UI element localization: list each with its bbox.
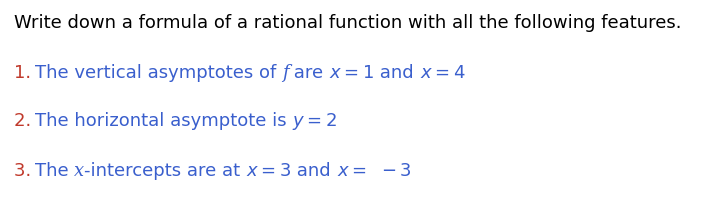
- Text: and: and: [374, 64, 420, 82]
- Text: The vertical asymptotes of: The vertical asymptotes of: [35, 64, 282, 82]
- Text: $x = 4$: $x = 4$: [420, 64, 465, 82]
- Text: $x = 3$: $x = 3$: [246, 162, 292, 180]
- Text: The horizontal asymptote is: The horizontal asymptote is: [35, 112, 292, 130]
- Text: -intercepts are at: -intercepts are at: [84, 162, 246, 180]
- Text: Write down a formula of a rational function with all the following features.: Write down a formula of a rational funct…: [14, 14, 681, 32]
- Text: ​f: ​f: [282, 64, 288, 82]
- Text: 2.: 2.: [14, 112, 35, 130]
- Text: 1.: 1.: [14, 64, 35, 82]
- Text: $x = 1$: $x = 1$: [329, 64, 374, 82]
- Text: $x = \ \ {-}\,3$: $x = \ \ {-}\,3$: [337, 162, 411, 180]
- Text: 3.: 3.: [14, 162, 35, 180]
- Text: are: are: [288, 64, 329, 82]
- Text: $y = 2$: $y = 2$: [292, 111, 337, 132]
- Text: The: The: [35, 162, 74, 180]
- Text: x: x: [74, 162, 84, 180]
- Text: and: and: [292, 162, 337, 180]
